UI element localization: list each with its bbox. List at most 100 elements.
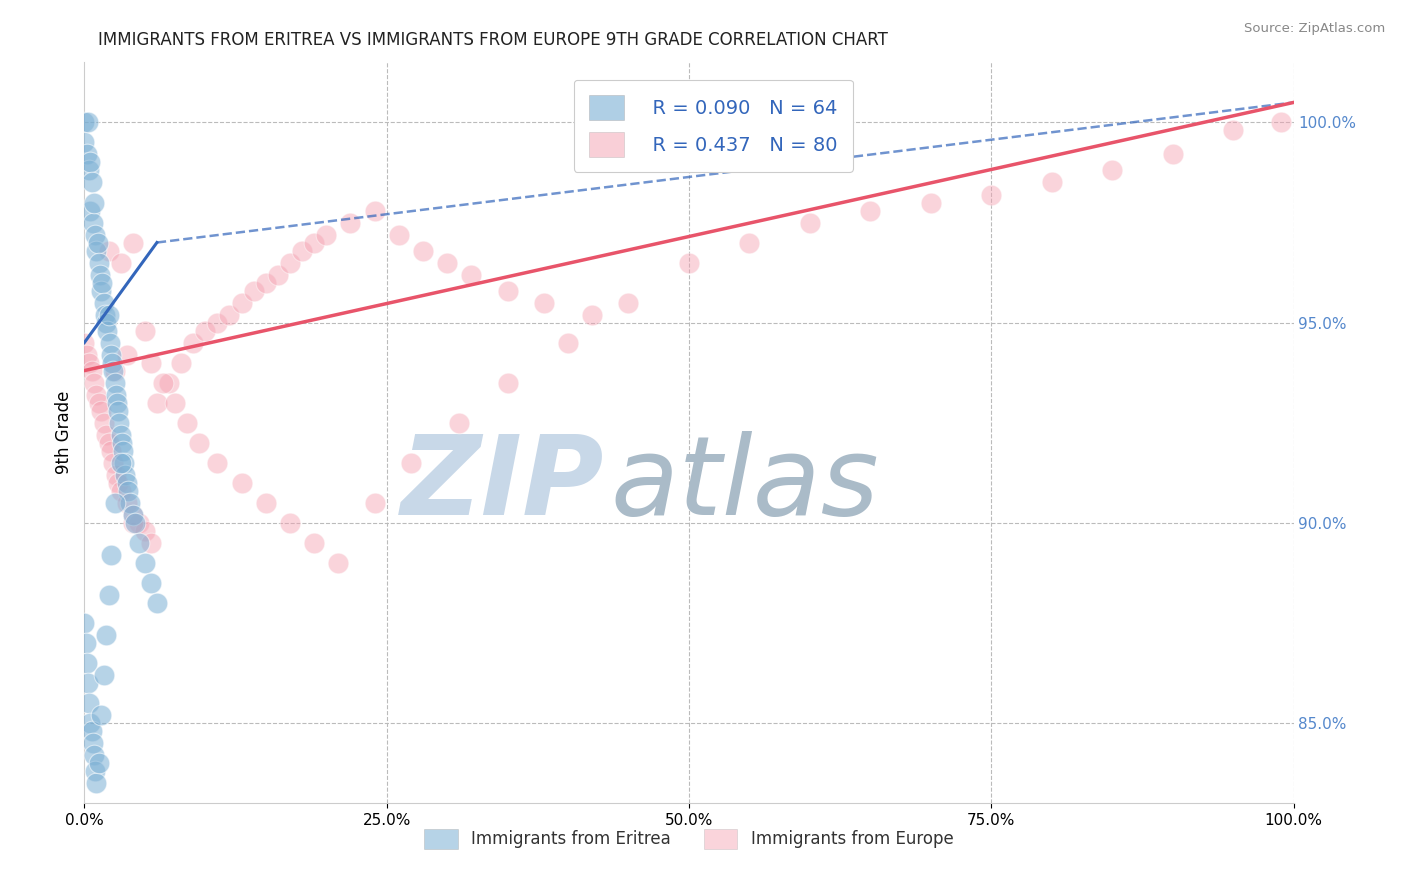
Point — [254, 276, 277, 290]
Point — [110, 255, 132, 269]
Point — [80, 176, 103, 190]
Point — [207, 456, 229, 470]
Point — [254, 496, 277, 510]
Point — [73, 115, 96, 129]
Point — [460, 268, 482, 282]
Point — [100, 548, 122, 562]
Point — [82, 215, 104, 229]
Point — [90, 284, 112, 298]
Point — [94, 316, 117, 330]
Point — [103, 456, 125, 470]
Point — [79, 203, 101, 218]
Point — [194, 324, 217, 338]
Point — [146, 395, 169, 409]
Point — [278, 255, 301, 269]
Point — [87, 756, 110, 770]
Point — [859, 203, 882, 218]
Point — [315, 227, 337, 242]
Point — [89, 268, 111, 282]
Point — [103, 363, 125, 377]
Point — [139, 355, 162, 369]
Point — [114, 467, 136, 482]
Point — [84, 764, 107, 778]
Point — [86, 244, 108, 258]
Point — [920, 195, 942, 210]
Point — [363, 203, 385, 218]
Point — [86, 776, 108, 790]
Point — [363, 496, 385, 510]
Point — [134, 524, 156, 538]
Point — [231, 295, 253, 310]
Point — [104, 496, 127, 510]
Point — [93, 667, 115, 681]
Point — [82, 736, 104, 750]
Text: Source: ZipAtlas.com: Source: ZipAtlas.com — [1244, 22, 1385, 36]
Point — [157, 376, 180, 390]
Point — [100, 348, 122, 362]
Point — [176, 416, 198, 430]
Point — [121, 508, 143, 522]
Text: atlas: atlas — [610, 431, 879, 538]
Point — [110, 483, 132, 498]
Point — [170, 355, 193, 369]
Point — [449, 416, 471, 430]
Point — [94, 628, 117, 642]
Point — [1040, 176, 1063, 190]
Point — [617, 295, 640, 310]
Point — [120, 496, 142, 510]
Point — [496, 376, 519, 390]
Point — [100, 443, 122, 458]
Point — [86, 387, 108, 401]
Point — [97, 435, 120, 450]
Point — [83, 376, 105, 390]
Point — [121, 235, 143, 250]
Point — [1222, 123, 1244, 137]
Point — [218, 308, 240, 322]
Point — [115, 348, 138, 362]
Point — [105, 395, 128, 409]
Point — [87, 395, 110, 409]
Point — [1270, 115, 1292, 129]
Point — [121, 508, 143, 522]
Point — [302, 535, 325, 549]
Point — [242, 284, 264, 298]
Point — [96, 324, 118, 338]
Point — [107, 403, 129, 417]
Point — [83, 747, 105, 762]
Point — [1101, 163, 1123, 178]
Point — [267, 268, 290, 282]
Point — [104, 467, 127, 482]
Point — [104, 387, 127, 401]
Point — [76, 348, 98, 362]
Point — [117, 483, 139, 498]
Point — [165, 395, 187, 409]
Point — [399, 456, 422, 470]
Point — [101, 355, 124, 369]
Point — [104, 363, 127, 377]
Point — [207, 316, 229, 330]
Point — [302, 235, 325, 250]
Point — [139, 535, 162, 549]
Legend: Immigrants from Eritrea, Immigrants from Europe: Immigrants from Eritrea, Immigrants from… — [416, 821, 962, 857]
Point — [107, 475, 129, 490]
Point — [496, 284, 519, 298]
Point — [79, 715, 101, 730]
Point — [112, 443, 135, 458]
Point — [93, 416, 115, 430]
Point — [328, 556, 350, 570]
Point — [84, 227, 107, 242]
Point — [94, 308, 117, 322]
Point — [181, 335, 204, 350]
Point — [557, 335, 579, 350]
Point — [97, 244, 120, 258]
Point — [134, 324, 156, 338]
Point — [112, 456, 135, 470]
Point — [278, 516, 301, 530]
Text: ZIP: ZIP — [401, 431, 605, 538]
Point — [111, 435, 134, 450]
Y-axis label: 9th Grade: 9th Grade — [55, 391, 73, 475]
Point — [79, 155, 101, 169]
Point — [110, 427, 132, 442]
Point — [388, 227, 411, 242]
Point — [77, 675, 100, 690]
